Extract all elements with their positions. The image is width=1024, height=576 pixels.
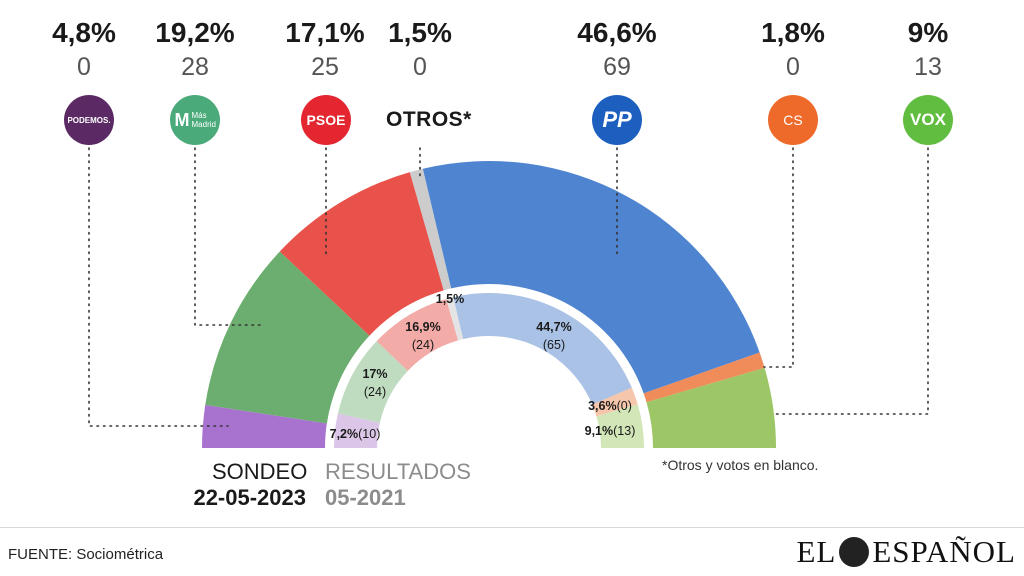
mas-madrid-logo-text: Más Madrid <box>191 111 216 129</box>
footer-divider <box>0 527 1024 528</box>
result-pct-mas-madrid: 17% <box>362 367 387 381</box>
poll-segment-otros <box>409 168 452 291</box>
cs-logo-icon: CS <box>768 95 818 145</box>
mas-madrid-poll-seats: 28 <box>181 53 209 81</box>
psoe-poll-seats: 25 <box>311 53 339 81</box>
psoe-logo-icon: PSOE <box>301 95 351 145</box>
result-seats-psoe: (24) <box>412 338 434 352</box>
brand-espanol: ESPAÑOL <box>872 534 1016 569</box>
podemos-logo-text: PODEMOS. <box>67 115 111 125</box>
leader-line-mas-madrid <box>194 147 263 326</box>
el-espanol-logo: EL ESPAÑOL <box>796 534 1016 570</box>
poll-segment-psoe <box>279 172 444 336</box>
poll-segment-pp <box>422 161 760 394</box>
party-podemos: 4,8% 0 <box>24 14 144 82</box>
psoe-poll-pct: 17,1% <box>285 17 365 48</box>
psoe-logo-text: PSOE <box>306 112 346 128</box>
result-segment-vox <box>596 404 644 448</box>
result-label-vox: 9,1%(13) <box>585 424 636 438</box>
party-pp: 46,6% 69 <box>557 14 677 82</box>
brand-el: EL <box>796 534 837 569</box>
vox-poll-seats: 13 <box>914 53 942 81</box>
leader-line-vox <box>774 147 929 415</box>
pp-poll-pct: 46,6% <box>577 17 657 48</box>
podemos-poll-seats: 0 <box>77 53 91 81</box>
lion-icon <box>839 537 870 567</box>
party-mas-madrid: 19,2% 28 <box>135 14 255 82</box>
otros-poll-pct: 1,5% <box>388 17 452 48</box>
result-segment-cs <box>592 387 638 417</box>
result-pct-pp: 44,7% <box>536 320 571 334</box>
result-segment-psoe <box>376 299 459 371</box>
leader-line-podemos <box>88 147 229 427</box>
result-segment-pp <box>453 293 632 405</box>
sondeo-date: 22-05-2023 <box>193 485 306 510</box>
source-text: FUENTE: Sociométrica <box>8 546 164 563</box>
sondeo-caption: SONDEO 22-05-2023 <box>193 459 308 511</box>
result-label-podemos: 7,2%(10) <box>330 427 381 441</box>
vox-poll-pct: 9% <box>907 17 949 48</box>
mas-madrid-logo-icon: M Más Madrid <box>170 95 220 145</box>
result-segment-otros <box>446 297 464 341</box>
party-psoe: 17,1% 25 <box>265 14 385 82</box>
footnote: *Otros y votos en blanco. <box>662 457 819 473</box>
result-seats-mas-madrid: (24) <box>364 385 386 399</box>
leader-line-cs <box>763 147 794 368</box>
pp-logo-text: PP <box>602 107 632 132</box>
mas-madrid-poll-pct: 19,2% <box>155 17 235 48</box>
result-label-otros: 1,5% <box>436 292 465 306</box>
resultados-caption: RESULTADOS 05-2021 <box>325 459 471 511</box>
podemos-logo-icon: PODEMOS. <box>64 95 114 145</box>
result-segment-podemos <box>334 413 380 448</box>
poll-segment-podemos <box>202 404 327 448</box>
poll-segment-cs <box>643 352 765 403</box>
resultados-date: 05-2021 <box>325 485 406 510</box>
otros-label: OTROS* <box>386 108 472 131</box>
cs-logo-text: CS <box>783 112 803 128</box>
result-seats-pp: (65) <box>543 338 565 352</box>
party-vox: 9% 13 <box>868 14 988 82</box>
pp-poll-seats: 69 <box>603 53 631 81</box>
vox-logo-icon: VOX <box>903 95 953 145</box>
pp-logo-icon: PP <box>592 95 642 145</box>
result-label-cs: 3,6%(0) <box>588 399 632 413</box>
vox-logo-text: VOX <box>910 110 946 129</box>
party-cs: 1,8% 0 <box>733 14 853 82</box>
resultados-label: RESULTADOS <box>325 459 471 484</box>
cs-poll-pct: 1,8% <box>761 17 825 48</box>
result-segment-mas-madrid <box>337 341 408 423</box>
podemos-poll-pct: 4,8% <box>52 17 116 48</box>
otros-poll-seats: 0 <box>413 53 427 81</box>
sondeo-label: SONDEO <box>212 459 308 484</box>
poll-segment-vox <box>646 367 777 448</box>
poll-segment-mas-madrid <box>205 251 370 424</box>
party-otros: 1,5% 0 <box>360 14 480 82</box>
result-pct-psoe: 16,9% <box>405 320 440 334</box>
cs-poll-seats: 0 <box>786 53 800 81</box>
